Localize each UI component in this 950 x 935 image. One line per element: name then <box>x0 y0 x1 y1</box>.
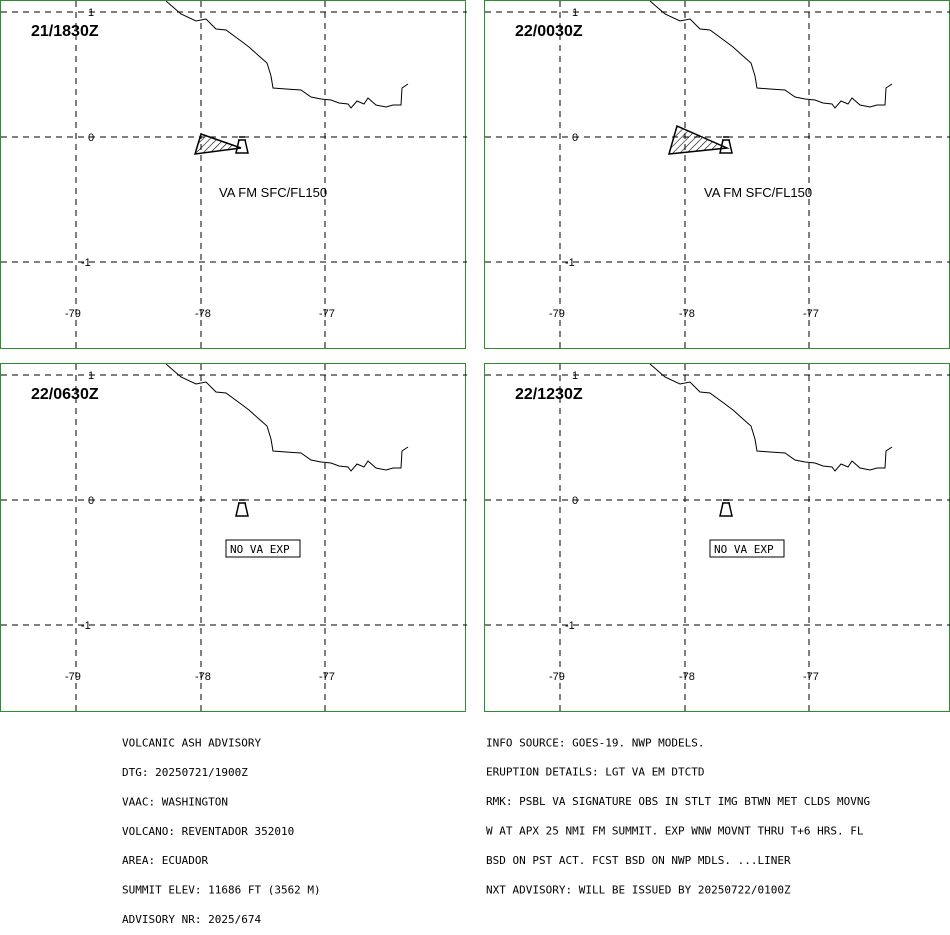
volcano-icon <box>719 499 733 517</box>
volcano-icon <box>719 136 733 154</box>
lat-tick-label: -1 <box>565 620 575 632</box>
lon-tick-label: -79 <box>549 671 565 683</box>
advisory-remark-2: W AT APX 25 NMI FM SUMMIT. EXP WNW MOVNT… <box>486 824 864 838</box>
map-panel-3: -79 -78 -77 1 0 -1 22/0630Z NO VA EXP <box>0 363 467 713</box>
lat-tick-label: -1 <box>565 257 575 269</box>
lat-tick-label: 0 <box>88 132 94 144</box>
advisory-number: ADVISORY NR: 2025/674 <box>122 913 262 926</box>
advisory-remark-3: BSD ON PST ACT. FCST BSD ON NWP MDLS. ..… <box>486 854 791 867</box>
advisory-area: AREA: ECUADOR <box>122 854 209 868</box>
lon-tick-label: -79 <box>65 671 81 683</box>
map-svg-1: -79 -78 -77 1 0 -1 21/1830Z VA FM SFC/FL150 <box>1 1 467 350</box>
map-svg-4: -79 -78 -77 1 0 -1 22/1230Z NO VA EXP <box>485 364 950 713</box>
advisory-title: VOLCANIC ASH ADVISORY <box>122 736 262 750</box>
advisory-summit-elev: SUMMIT ELEV: 11686 FT (3562 M) <box>122 883 321 897</box>
map-panel-4: -79 -78 -77 1 0 -1 22/1230Z NO VA EXP <box>484 363 950 713</box>
lon-tick-label: -77 <box>803 308 819 320</box>
ash-label: NO VA EXP <box>714 543 774 556</box>
map-svg-3: -79 -78 -77 1 0 -1 22/0630Z NO VA EXP <box>1 364 467 713</box>
map-graticule: -79 -78 -77 1 0 -1 <box>1 364 467 713</box>
panel-timestamp: 21/1830Z <box>31 23 99 40</box>
lon-tick-label: -78 <box>195 308 211 320</box>
lon-tick-label: -79 <box>65 308 81 320</box>
advisory-vaac: VAAC: WASHINGTON <box>122 795 228 809</box>
lat-tick-label: 0 <box>88 495 94 507</box>
advisory-dtg: DTG: 20250721/1900Z <box>122 766 248 779</box>
advisory-info-source: INFO SOURCE: GOES-19. NWP MODELS. <box>486 736 705 750</box>
volcano-icon <box>235 499 249 517</box>
panel-timestamp: 22/0630Z <box>31 386 99 403</box>
coastline <box>165 1 409 109</box>
lat-tick-label: 1 <box>572 7 578 19</box>
panel-timestamp: 22/0030Z <box>515 23 583 40</box>
label-box <box>709 539 785 558</box>
lat-tick-label: 0 <box>572 132 578 144</box>
lon-tick-label: -78 <box>679 671 695 683</box>
lat-tick-label: 1 <box>572 370 578 382</box>
lat-tick-label: 0 <box>572 495 578 507</box>
ash-label: NO VA EXP <box>230 543 290 556</box>
lon-tick-label: -78 <box>679 308 695 320</box>
coastline <box>649 364 893 472</box>
advisory-remark-1: RMK: PSBL VA SIGNATURE OBS IN STLT IMG B… <box>486 795 871 809</box>
map-graticule: -79 -78 -77 1 0 -1 <box>485 364 950 713</box>
map-panel-1: -79 -78 -77 1 0 -1 21/1830Z VA FM SFC/FL150 <box>0 0 467 350</box>
map-graticule: -79 -78 -77 1 0 -1 <box>485 1 950 350</box>
map-graticule: -79 -78 -77 1 0 -1 <box>1 1 467 350</box>
advisory-eruption-details: ERUPTION DETAILS: LGT VA EM DTCTD <box>486 765 705 779</box>
volcano-icon <box>235 136 249 154</box>
lon-tick-label: -77 <box>319 671 335 683</box>
lon-tick-label: -77 <box>803 671 819 683</box>
lat-tick-label: -1 <box>81 257 91 269</box>
lat-tick-label: 1 <box>88 7 94 19</box>
label-box <box>225 539 301 558</box>
map-panel-2: -79 -78 -77 1 0 -1 22/0030Z VA FM SFC/FL150 <box>484 0 950 350</box>
advisory-next: NXT ADVISORY: WILL BE ISSUED BY 20250722… <box>486 883 791 897</box>
panel-timestamp: 22/1230Z <box>515 386 583 403</box>
advisory-left: VOLCANIC ASH ADVISORY DTG: 20250721/1900… <box>122 719 321 935</box>
advisory-right: INFO SOURCE: GOES-19. NWP MODELS. ERUPTI… <box>486 719 870 905</box>
advisory-volcano: VOLCANO: REVENTADOR 352010 <box>122 825 295 838</box>
ash-cloud-polygon <box>193 133 242 155</box>
lon-tick-label: -79 <box>549 308 565 320</box>
ash-label: VA FM SFC/FL150 <box>704 185 812 200</box>
lat-tick-label: 1 <box>88 370 94 382</box>
ash-label: VA FM SFC/FL150 <box>219 185 327 200</box>
lon-tick-label: -77 <box>319 308 335 320</box>
map-svg-2: -79 -78 -77 1 0 -1 22/0030Z VA FM SFC/FL150 <box>485 1 950 350</box>
coastline <box>649 1 893 109</box>
lat-tick-label: -1 <box>81 620 91 632</box>
coastline <box>165 364 409 472</box>
ash-cloud-polygon <box>667 124 730 155</box>
lon-tick-label: -78 <box>195 671 211 683</box>
